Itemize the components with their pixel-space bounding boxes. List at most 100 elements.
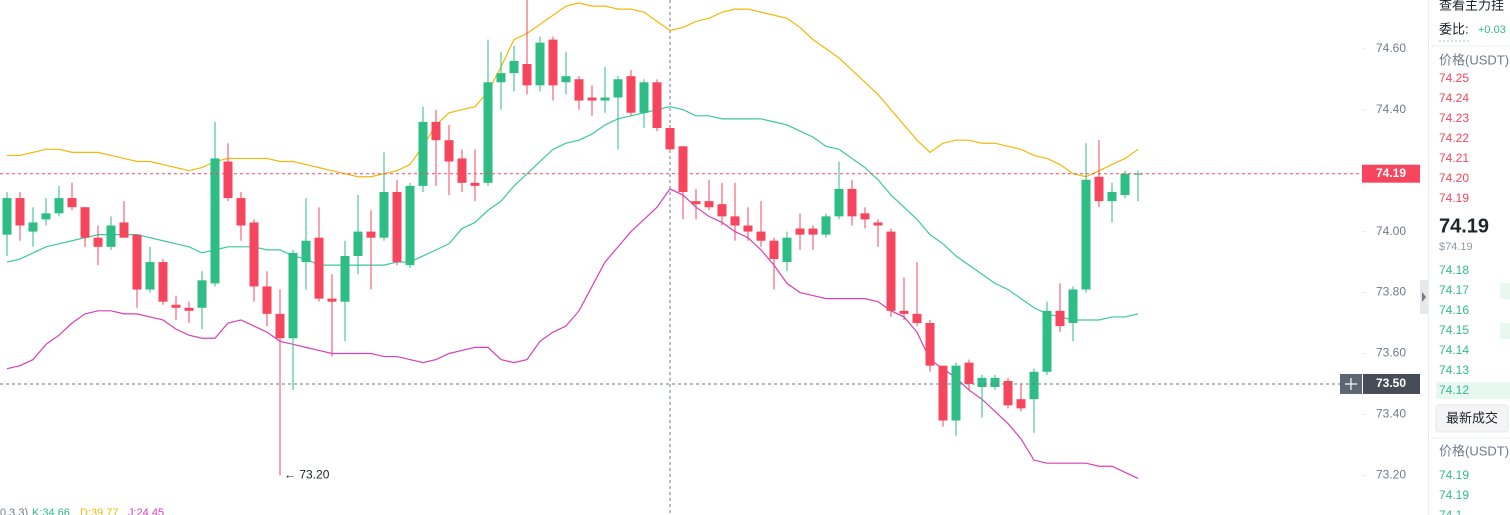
candle-body [54,198,64,214]
candle-body [249,222,259,287]
candle-body [691,201,701,205]
y-tick-label: 74.40 [1376,102,1406,116]
y-tick-label: 73.20 [1376,468,1406,482]
candle-body [301,240,311,263]
candle-body [184,307,194,311]
candle-body [522,63,532,86]
y-tick-label: 74.00 [1376,224,1406,238]
candle-body [717,204,727,217]
candle-body [470,182,480,186]
trade-price: 74.19 [1439,488,1469,502]
candle-body [938,365,948,421]
candle-body [548,39,558,86]
trades-header: 价格(USDT) [1439,443,1509,458]
candle-body [1029,371,1039,400]
candle-body [600,97,610,101]
candle-body [665,127,675,150]
candle-body [366,231,376,238]
trades-button-label[interactable]: 最新成交 [1446,410,1498,425]
indicator-k: K:34.66 [32,507,70,515]
y-tick-label: 73.60 [1376,346,1406,360]
candle-body [67,198,77,208]
depth-bar [1500,283,1510,299]
candle-body [262,286,272,314]
candle-body [236,198,246,226]
indicator-d: D:39.77 [80,507,119,515]
candle-body [444,140,454,162]
candle-body [1107,191,1117,202]
candle-body [626,76,636,113]
candle-body [1016,399,1026,409]
candle-body [2,198,12,235]
candle-body [327,298,337,302]
trade-price: 74.1 [1439,508,1463,515]
candle-body [41,213,51,220]
crosshair-tag [1363,373,1420,394]
crosshair-tag-label: 73.50 [1376,376,1406,390]
candle-body [886,231,896,311]
book-title[interactable]: 查看主力挂 [1439,0,1504,12]
candle-body [951,365,961,421]
last-price: 74.19 [1439,215,1489,237]
candle-body [1081,179,1091,290]
candle-body [639,82,649,113]
candle-body [15,198,25,226]
candle-body [678,146,688,192]
y-tick-label: 73.80 [1376,285,1406,299]
price-header: 价格(USDT) [1439,52,1509,67]
candle-body [106,225,116,247]
bid-price: 74.13 [1439,363,1469,377]
candle-body [704,201,714,208]
bid-price: 74.12 [1439,383,1469,397]
candle-body [210,158,220,284]
candle-body [613,79,623,98]
candle-body [561,76,571,83]
candle-body [821,216,831,235]
candle-body [847,188,857,217]
bid-price: 74.14 [1439,343,1469,357]
candle-body [288,252,298,339]
candle-body [756,231,766,241]
trades-button[interactable] [1435,404,1509,433]
candle-body [379,191,389,238]
ask-price: 74.24 [1439,91,1469,105]
candle-body [899,310,909,314]
candle-body [314,237,324,299]
candle-body [990,377,1000,388]
depth-bar [1436,382,1510,399]
candle-body [808,228,818,235]
y-tick-label: 73.40 [1376,407,1406,421]
candle-body [652,82,662,128]
last-price-tag [1362,164,1420,183]
candle-body [834,188,844,217]
candle-body [119,222,129,238]
candle-body [730,216,740,226]
candle-body [496,73,506,83]
candle-body [769,240,779,260]
candle-body [418,121,428,186]
candle-body [925,323,935,366]
ask-price: 74.19 [1439,191,1469,205]
candle-body [171,304,181,308]
candle-body [535,42,545,86]
ask-price: 74.22 [1439,131,1469,145]
candle-body [743,225,753,232]
candle-body [1068,289,1078,324]
depth-bar [1500,323,1510,339]
candle-body [964,362,974,384]
ratio-label: 委比: [1439,21,1469,36]
candle-body [1120,173,1130,196]
low-annotation: ← 73.20 [284,468,330,482]
last-usd: $74.19 [1439,241,1473,253]
candle-body [483,82,493,183]
handle-arrow [1422,292,1426,302]
candle-body [1055,310,1065,327]
band-line [7,2,1139,178]
candle-body [912,313,922,324]
candle-body [977,377,987,388]
candle-body [587,97,597,101]
ratio-value: +0.03 [1478,24,1506,36]
candle-body [1003,380,1013,406]
candle-body [132,234,142,290]
ask-price: 74.20 [1439,171,1469,185]
